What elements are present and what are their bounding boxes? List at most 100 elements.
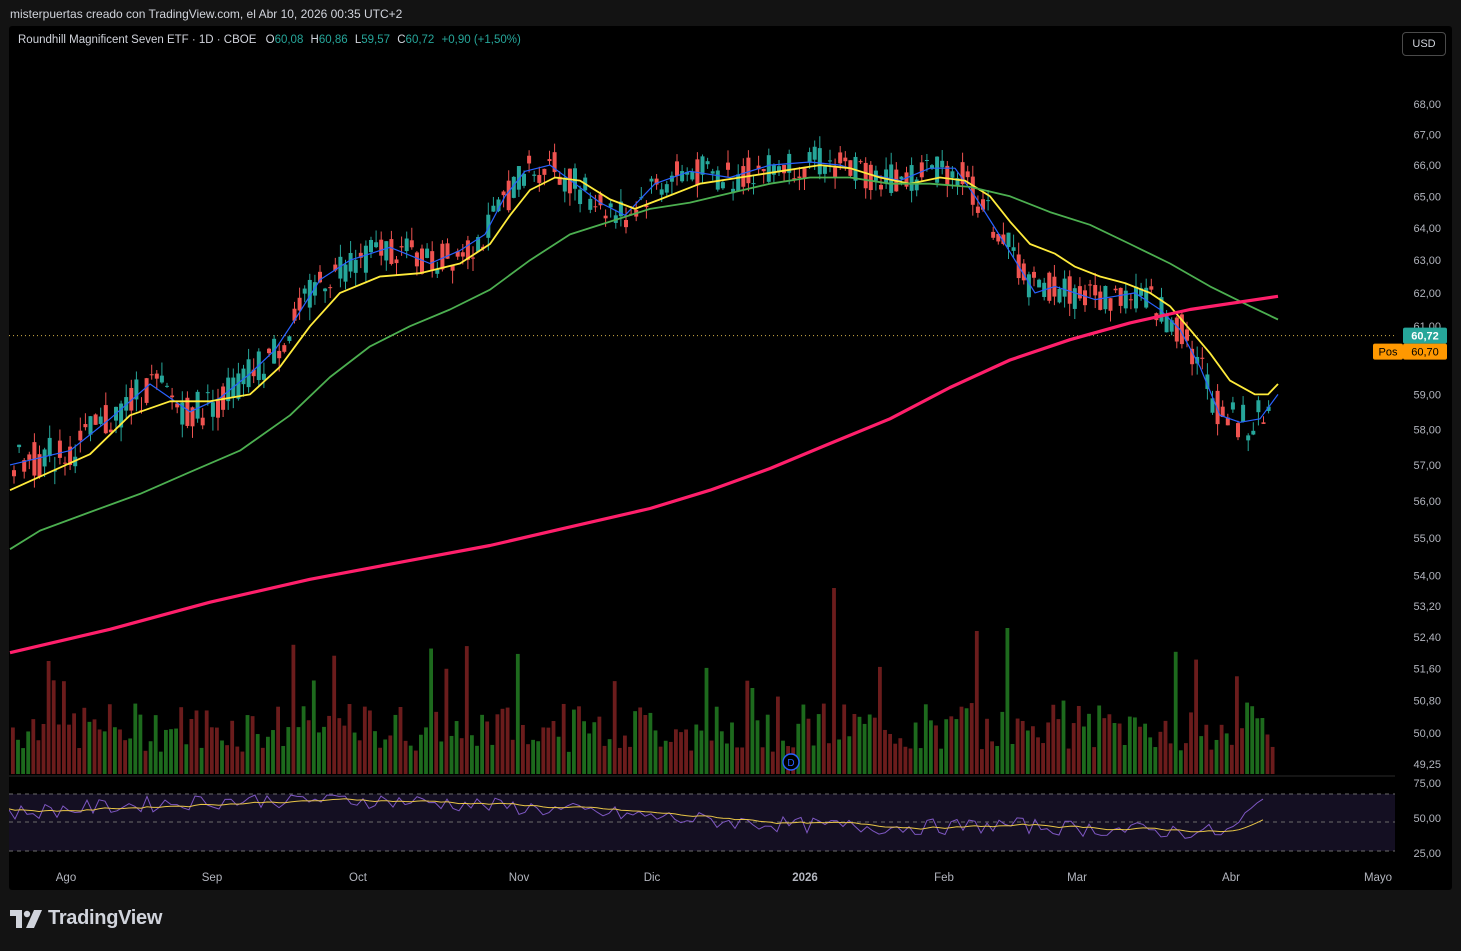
volume-bar bbox=[1056, 719, 1061, 774]
candle-body bbox=[1006, 232, 1011, 247]
ema-20-line bbox=[9, 164, 1279, 492]
volume-bar bbox=[668, 741, 673, 774]
candle-body bbox=[618, 201, 623, 217]
candle-body bbox=[726, 162, 730, 170]
candle-body bbox=[858, 161, 863, 163]
candle-body bbox=[853, 156, 858, 181]
volume-bar bbox=[1020, 720, 1025, 774]
volume-bar bbox=[240, 751, 245, 774]
ema-50-line bbox=[9, 176, 1279, 550]
volume-bar bbox=[235, 746, 240, 774]
volume-bar bbox=[755, 720, 760, 774]
volume-bar bbox=[796, 723, 801, 774]
candle-body bbox=[909, 165, 914, 191]
candle-body bbox=[170, 395, 175, 398]
candle-body bbox=[955, 178, 960, 187]
volume-bar bbox=[1209, 749, 1214, 774]
volume-bar bbox=[776, 696, 780, 774]
volume-bar bbox=[954, 719, 959, 774]
volume-bar bbox=[199, 747, 204, 774]
candle-body bbox=[1225, 417, 1230, 426]
candle-body bbox=[777, 166, 781, 173]
candle-body bbox=[879, 184, 883, 190]
price-axis-tick: 59,00 bbox=[1413, 389, 1441, 401]
candle-body bbox=[328, 287, 333, 289]
candle-body bbox=[960, 162, 965, 185]
candle-body bbox=[159, 375, 164, 383]
volume-bar bbox=[1061, 700, 1066, 774]
volume-bar bbox=[1092, 747, 1096, 774]
volume-bar bbox=[643, 715, 648, 774]
candle-body bbox=[261, 373, 266, 380]
volume-bar bbox=[56, 724, 61, 774]
volume-bar bbox=[255, 734, 260, 774]
time-axis-label: Oct bbox=[349, 872, 368, 884]
candle-body bbox=[782, 164, 787, 174]
candle-body bbox=[1190, 348, 1195, 365]
candle-body bbox=[103, 405, 108, 434]
volume-bar bbox=[276, 706, 280, 774]
candle-body bbox=[277, 350, 282, 359]
candle-body bbox=[700, 156, 705, 175]
candle-body bbox=[1128, 299, 1133, 301]
symbol-title: Roundhill Magnificent Seven ETF · 1D · C… bbox=[18, 34, 257, 46]
volume-bar bbox=[194, 710, 199, 774]
volume-bar bbox=[332, 655, 337, 774]
volume-bar bbox=[1046, 722, 1051, 774]
volume-bar bbox=[67, 724, 71, 774]
volume-bar bbox=[725, 743, 729, 774]
candle-body bbox=[649, 178, 654, 182]
time-axis-label: Nov bbox=[509, 872, 530, 884]
candle-body bbox=[98, 416, 103, 424]
candle-body bbox=[292, 308, 297, 321]
candle-body bbox=[1072, 288, 1077, 309]
candle-body bbox=[557, 176, 562, 185]
volume-bar bbox=[1168, 743, 1173, 774]
volume-bar bbox=[174, 728, 178, 774]
candle-body bbox=[175, 403, 180, 408]
candle-body bbox=[165, 385, 169, 387]
dividend-marker-label: D bbox=[787, 758, 794, 769]
volume-bar bbox=[128, 738, 133, 774]
volume-bar bbox=[138, 714, 143, 774]
time-axis-label: Ago bbox=[56, 872, 76, 884]
candle-body bbox=[63, 462, 67, 464]
candle-body bbox=[343, 264, 348, 282]
volume-bar bbox=[653, 730, 658, 774]
volume-bar bbox=[204, 710, 209, 774]
chart-canvas[interactable]: 68,0067,0066,0065,0064,0063,0062,0061,00… bbox=[9, 26, 1452, 890]
volume-bar bbox=[164, 729, 168, 774]
volume-bar bbox=[1066, 748, 1071, 774]
candle-body bbox=[425, 248, 430, 258]
close-label: C bbox=[397, 34, 406, 46]
volume-bar bbox=[123, 740, 127, 774]
volume-bar bbox=[1224, 733, 1229, 774]
volume-bar bbox=[934, 725, 938, 774]
price-axis-tick: 64,00 bbox=[1413, 223, 1441, 235]
candle-body bbox=[195, 391, 200, 419]
volume-bar bbox=[464, 646, 469, 774]
candle-body bbox=[1134, 286, 1138, 309]
rsi-axis-tick: 75,00 bbox=[1413, 778, 1441, 790]
currency-button[interactable]: USD bbox=[1402, 32, 1446, 56]
candle-body bbox=[720, 182, 725, 189]
volume-bar bbox=[770, 751, 775, 774]
volume-bar bbox=[51, 680, 56, 774]
volume-bar bbox=[847, 736, 852, 774]
volume-bar bbox=[577, 706, 581, 774]
price-axis-tick: 66,00 bbox=[1413, 160, 1441, 172]
candle-body bbox=[1077, 286, 1082, 299]
volume-bar bbox=[413, 750, 418, 774]
volume-bar bbox=[260, 747, 265, 774]
last-price-badge bbox=[1403, 327, 1447, 344]
time-axis-label: 2026 bbox=[792, 872, 818, 884]
candle-body bbox=[435, 269, 440, 274]
candle-body bbox=[134, 379, 139, 400]
candle-body bbox=[1093, 284, 1098, 296]
chart-panel[interactable]: 68,00 67,00 66,00 65,00 64,00 63,00 62,00 61,00… bbox=[9, 26, 1452, 890]
price-axis-tick: 51,60 bbox=[1413, 664, 1441, 676]
volume-bar bbox=[546, 727, 551, 774]
volume-bar bbox=[16, 739, 20, 774]
volume-bar bbox=[347, 704, 352, 774]
candle-body bbox=[108, 429, 113, 433]
